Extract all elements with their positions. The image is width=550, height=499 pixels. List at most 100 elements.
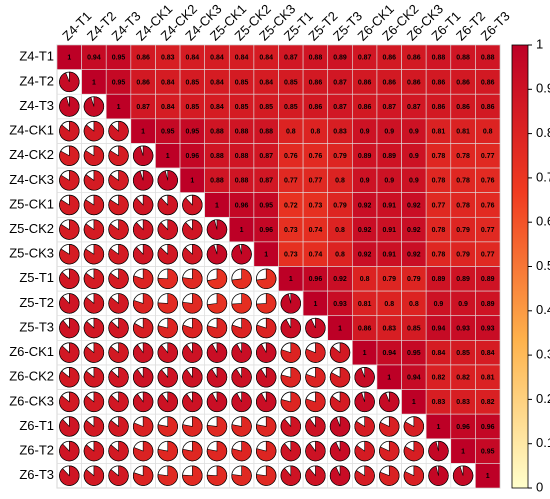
- cell-value: 0.86: [432, 79, 446, 86]
- pie-slice: [231, 268, 252, 289]
- cell: [303, 192, 328, 217]
- cell-value: 0.95: [481, 448, 495, 455]
- row-label: Z4-CK1: [9, 123, 54, 138]
- cell: [401, 119, 426, 144]
- cell-value: 1: [338, 325, 342, 332]
- pie-slice: [157, 367, 178, 388]
- cell: [426, 119, 451, 144]
- pie-slice: [59, 219, 80, 240]
- cell-value: 0.79: [456, 252, 470, 259]
- cell: [475, 192, 500, 217]
- cell: [426, 389, 451, 414]
- pie-slice: [182, 416, 203, 437]
- cell: [377, 69, 402, 94]
- pie-slice: [133, 391, 154, 412]
- pie-slice: [133, 416, 154, 437]
- pie-slice: [182, 219, 203, 240]
- cell-value: 0.84: [161, 79, 175, 86]
- cell: [401, 94, 426, 119]
- cell-value: 1: [141, 128, 145, 135]
- pie-slice: [59, 121, 80, 142]
- cell: [377, 365, 402, 390]
- pie-slice: [157, 268, 178, 289]
- cell: [131, 45, 156, 70]
- cell-value: 0.85: [284, 79, 298, 86]
- pie-slice: [305, 367, 326, 388]
- cell-value: 0.83: [333, 128, 347, 135]
- cell: [451, 168, 476, 193]
- cell: [229, 69, 254, 94]
- pie-slice: [231, 367, 252, 388]
- cell-value: 0.95: [186, 128, 200, 135]
- cell: [451, 340, 476, 365]
- pie-slice: [133, 219, 154, 240]
- pie-slice: [83, 244, 105, 265]
- pie-slice: [256, 268, 277, 289]
- pie-slice: [452, 465, 474, 486]
- cell-value: 0.87: [259, 178, 273, 185]
- cell: [451, 69, 476, 94]
- pie-slice: [206, 268, 228, 289]
- pie-slice: [157, 194, 178, 216]
- pie-slice: [182, 244, 203, 265]
- cell: [328, 242, 353, 267]
- cell-value: 1: [166, 153, 170, 160]
- cell: [352, 94, 377, 119]
- cell-value: 0.93: [333, 301, 347, 308]
- cell-value: 0.94: [87, 55, 101, 62]
- cell: [426, 69, 451, 94]
- cell-value: 0.95: [407, 350, 421, 357]
- cell-value: 0.88: [235, 178, 249, 185]
- cell: [278, 45, 303, 70]
- cell: [401, 266, 426, 291]
- pie-slice: [354, 440, 375, 462]
- cell: [254, 69, 279, 94]
- cell: [303, 143, 328, 168]
- pie-slice: [280, 317, 301, 339]
- pie-slice: [157, 317, 178, 339]
- pie-slice: [108, 391, 129, 412]
- cell: [475, 168, 500, 193]
- cell-value: 0.92: [407, 227, 421, 234]
- cell-value: 0.77: [284, 178, 298, 185]
- cell: [451, 414, 476, 439]
- cell-value: 0.89: [481, 301, 495, 308]
- cell: [401, 168, 426, 193]
- pie-slice: [182, 293, 203, 314]
- cell: [180, 94, 205, 119]
- pie-slice: [280, 440, 301, 462]
- pie-slice: [108, 244, 129, 265]
- cell-value: 0.84: [210, 104, 224, 111]
- cell-value: 0.78: [456, 202, 470, 209]
- pie-slice: [59, 170, 80, 191]
- cell: [278, 192, 303, 217]
- cell-value: 0.82: [481, 399, 495, 406]
- pie-slice: [231, 465, 252, 486]
- cell-value: 0.85: [186, 104, 200, 111]
- cell: [451, 365, 476, 390]
- cell: [475, 119, 500, 144]
- cell-value: 0.9: [384, 128, 394, 135]
- pie-slice: [59, 342, 80, 363]
- cell-value: 0.85: [456, 350, 470, 357]
- pie-slice: [206, 219, 228, 240]
- cell-value: 0.9: [458, 301, 468, 308]
- cell-value: 1: [264, 252, 268, 259]
- pie-slice: [305, 416, 326, 437]
- cell: [451, 316, 476, 341]
- row-label: Z4-T1: [19, 49, 54, 64]
- cell-value: 0.86: [407, 79, 421, 86]
- cell: [303, 217, 328, 242]
- cell: [204, 94, 229, 119]
- cell: [475, 69, 500, 94]
- pie-slice: [231, 416, 252, 437]
- pie-slice: [280, 293, 301, 314]
- cell-value: 0.88: [481, 55, 495, 62]
- cell: [426, 365, 451, 390]
- cell-value: 0.8: [384, 301, 394, 308]
- cell: [229, 45, 254, 70]
- pie-slice: [59, 367, 80, 388]
- pie-slice: [157, 465, 178, 486]
- pie-slice: [379, 416, 400, 437]
- cell-value: 0.86: [358, 104, 372, 111]
